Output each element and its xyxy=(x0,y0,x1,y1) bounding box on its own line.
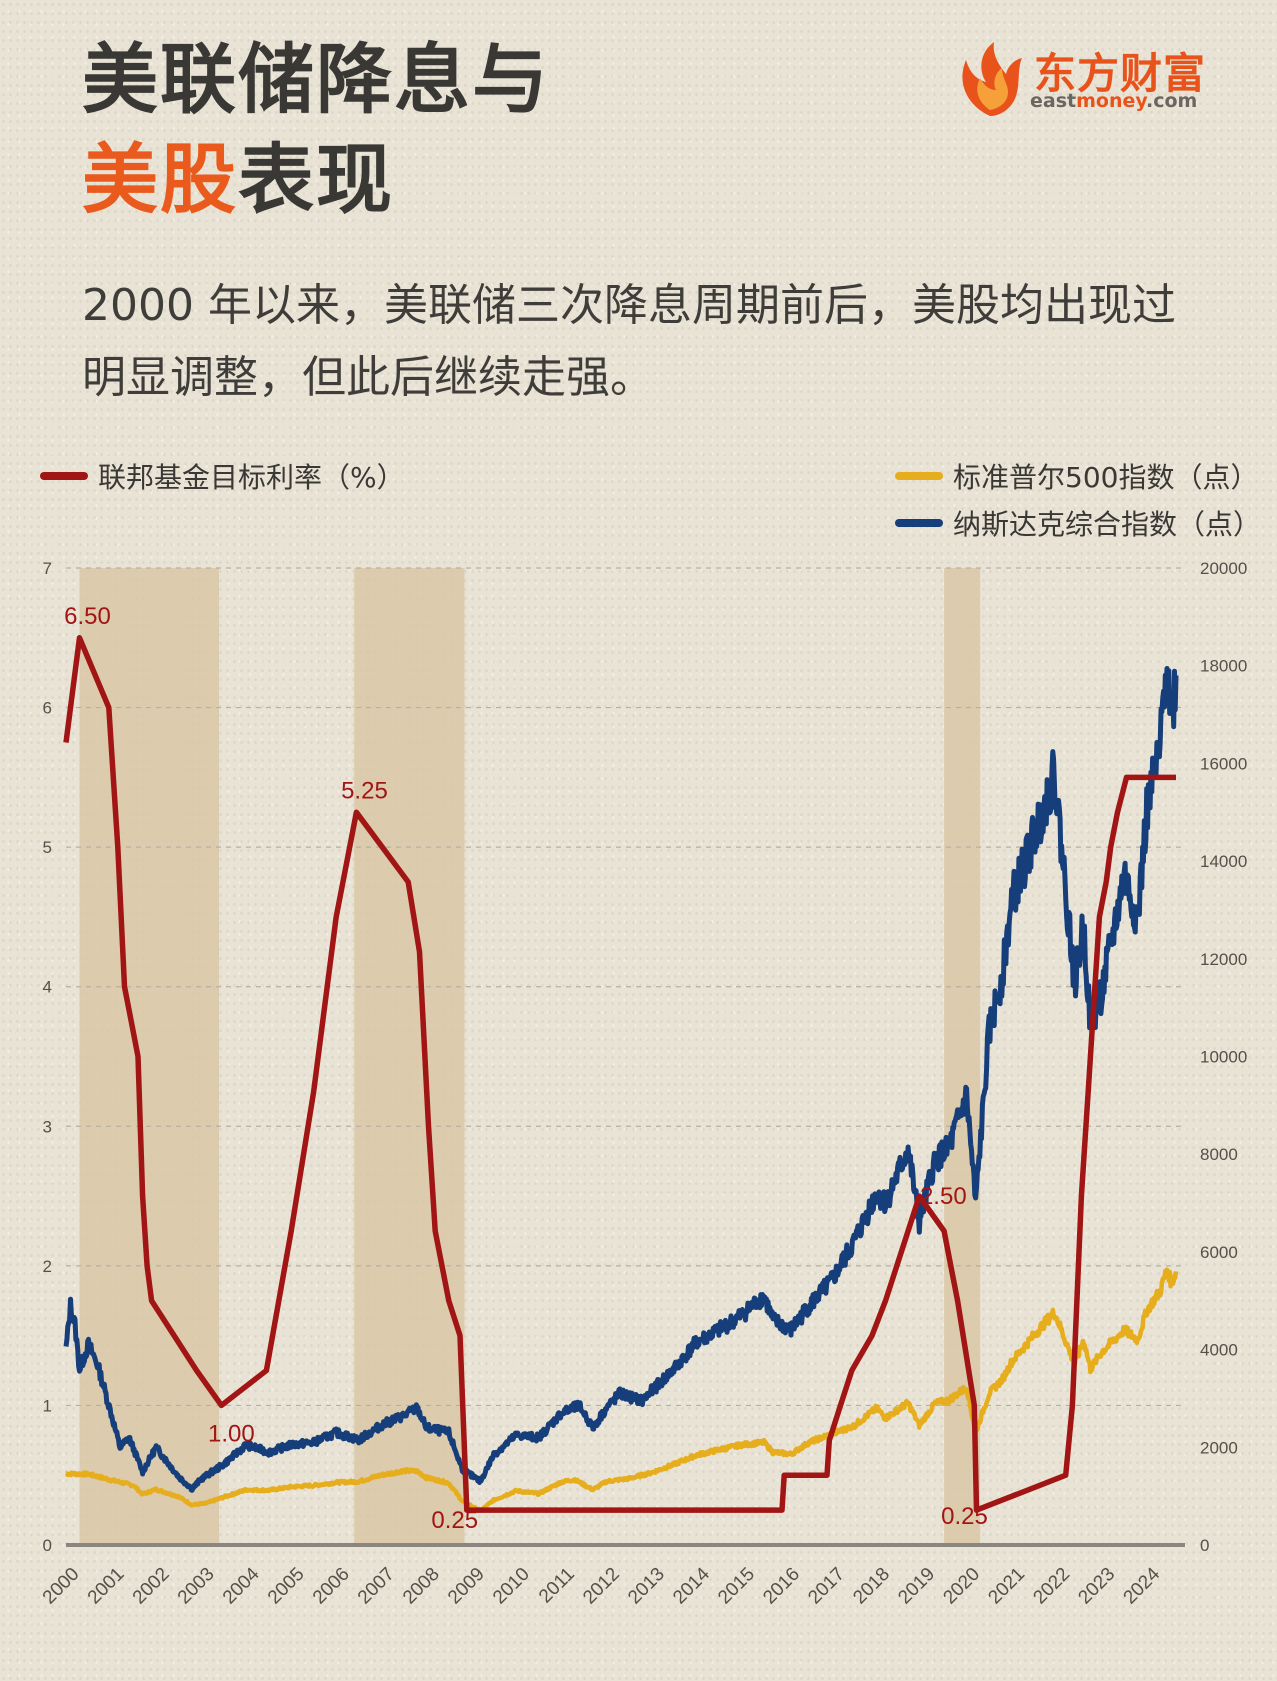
rate-annotation: 2.50 xyxy=(920,1183,967,1210)
eastmoney-logo: 东方财富 eastmoney.com xyxy=(950,40,1210,116)
rate-annotation: 1.00 xyxy=(208,1420,255,1447)
page-title: 美联储降息与 美股表现 xyxy=(82,30,550,230)
x-tick-label: 2003 xyxy=(174,1564,219,1609)
y-right-tick-label: 10000 xyxy=(1200,1048,1247,1067)
fed-rate-series-line xyxy=(63,635,1176,1513)
logo-cn-text: 东方财富 xyxy=(1034,49,1207,98)
x-tick-label: 2009 xyxy=(444,1564,489,1609)
x-tick-label: 2010 xyxy=(489,1564,534,1609)
y-right-tick-label: 20000 xyxy=(1200,559,1247,578)
y-right-tick-label: 2000 xyxy=(1200,1438,1238,1457)
y-left-tick-label: 7 xyxy=(43,559,52,578)
rate-annotation: 5.25 xyxy=(341,777,388,804)
rate-annotation: 6.50 xyxy=(64,603,111,630)
y-right-tick-label: 6000 xyxy=(1200,1243,1238,1262)
legend-sp500: 标准普尔500指数（点） xyxy=(895,456,1258,496)
y-right-tick-label: 0 xyxy=(1200,1536,1209,1555)
x-tick-label: 2017 xyxy=(804,1564,849,1609)
x-tick-label: 2013 xyxy=(624,1564,669,1609)
legend-fed-rate-swatch xyxy=(40,472,88,480)
shaded-period xyxy=(79,568,220,1545)
legend-nasdaq-label: 纳斯达克综合指数（点） xyxy=(953,508,1262,541)
x-tick-label: 2005 xyxy=(264,1564,309,1609)
y-right-tick-label: 12000 xyxy=(1200,950,1247,969)
x-tick-label: 2001 xyxy=(84,1564,129,1609)
x-tick-label: 2006 xyxy=(309,1564,354,1609)
y-right-tick-label: 14000 xyxy=(1200,852,1247,871)
x-tick-label: 2015 xyxy=(714,1564,759,1609)
y-right-tick-label: 18000 xyxy=(1200,657,1247,676)
legend-sp500-swatch xyxy=(895,472,943,480)
y-right-tick-label: 16000 xyxy=(1200,754,1247,773)
y-left-tick-label: 0 xyxy=(43,1536,52,1555)
y-right-tick-label: 8000 xyxy=(1200,1145,1238,1164)
rate-annotation: 0.25 xyxy=(431,1507,478,1534)
x-tick-label: 2004 xyxy=(219,1563,264,1608)
y-left-tick-label: 1 xyxy=(43,1396,52,1415)
y-right-tick-label: 4000 xyxy=(1200,1341,1238,1360)
y-left-tick-label: 5 xyxy=(43,838,52,857)
title-highlight: 美股 xyxy=(82,135,238,224)
y-left-tick-label: 4 xyxy=(43,978,52,997)
logo-en-prefix: east xyxy=(1030,90,1077,112)
title-line2-rest: 表现 xyxy=(238,135,394,224)
x-tick-label: 2022 xyxy=(1029,1564,1074,1609)
x-tick-label: 2024 xyxy=(1120,1563,1165,1608)
y-left-tick-label: 3 xyxy=(43,1117,52,1136)
legend-sp500-label: 标准普尔500指数（点） xyxy=(953,461,1259,494)
page-subtitle: 2000 年以来，美联储三次降息周期前后，美股均出现过明显调整，但此后继续走强。 xyxy=(82,280,1176,403)
x-tick-label: 2000 xyxy=(39,1564,84,1609)
legend-nasdaq: 纳斯达克综合指数（点） xyxy=(895,503,1261,543)
nasdaq-series-line xyxy=(63,666,1179,1493)
title-line1: 美联储降息与 xyxy=(82,35,550,124)
x-tick-label: 2002 xyxy=(129,1564,174,1609)
logo-en-text: eastmoney.com xyxy=(1030,90,1197,112)
x-tick-label: 2012 xyxy=(579,1564,624,1609)
x-tick-label: 2023 xyxy=(1074,1564,1119,1609)
rate-annotation: 0.25 xyxy=(941,1503,988,1530)
logo-en-suffix: .com xyxy=(1146,90,1198,112)
x-tick-label: 2019 xyxy=(894,1564,939,1609)
x-tick-label: 2008 xyxy=(399,1564,444,1609)
x-tick-label: 2011 xyxy=(535,1564,579,1608)
x-tick-label: 2018 xyxy=(849,1564,894,1609)
x-tick-label: 2016 xyxy=(759,1564,804,1609)
shaded-period xyxy=(944,568,981,1545)
title-line2: 美股表现 xyxy=(82,130,550,230)
x-tick-label: 2021 xyxy=(984,1564,1029,1609)
legend-fed-rate: 联邦基金目标利率（%） xyxy=(40,456,405,496)
x-tick-label: 2020 xyxy=(939,1564,984,1609)
logo-en-highlight: money xyxy=(1076,90,1147,112)
legend-nasdaq-swatch xyxy=(895,519,943,527)
y-left-tick-label: 2 xyxy=(43,1257,52,1276)
flame-logo-icon xyxy=(962,42,1022,116)
y-left-tick-label: 6 xyxy=(43,699,52,718)
x-tick-label: 2014 xyxy=(669,1563,714,1608)
x-tick-label: 2007 xyxy=(354,1564,399,1609)
sp500-series-line xyxy=(64,1267,1179,1513)
shaded-period xyxy=(354,568,465,1545)
legend-fed-rate-label: 联邦基金目标利率（%） xyxy=(98,461,405,494)
